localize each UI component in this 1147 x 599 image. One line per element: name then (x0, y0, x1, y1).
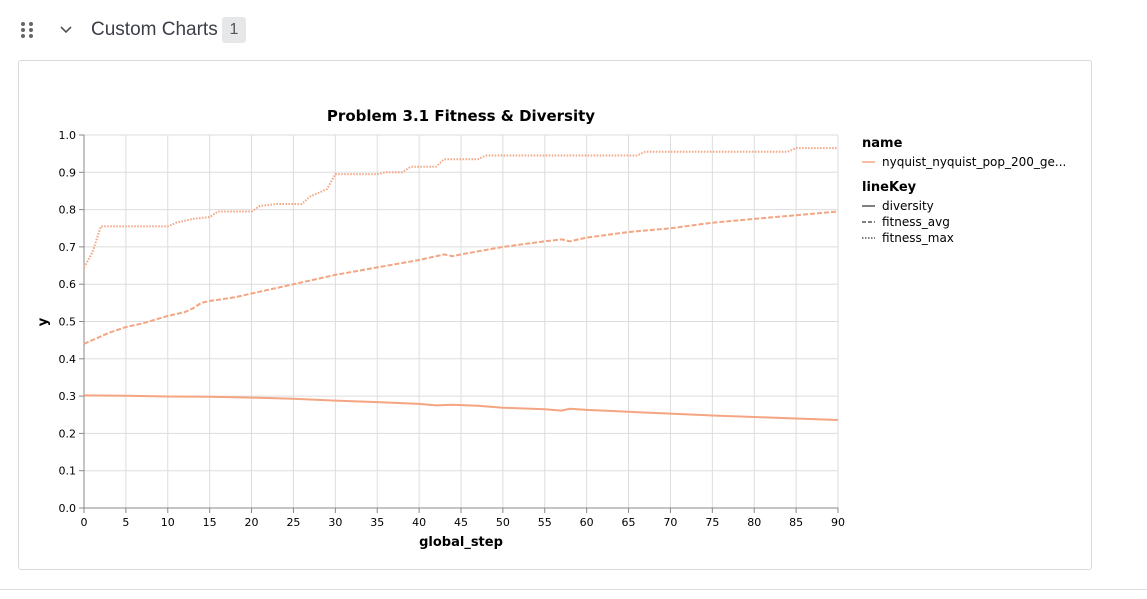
x-tick-label: 15 (203, 516, 217, 529)
y-tick-label: 0.7 (59, 241, 77, 254)
chart-svg: Problem 3.1 Fitness & Diversity 0 5 10 15 20… (36, 107, 1066, 550)
x-tick-label: 10 (161, 516, 175, 529)
series-line-fitness-max (83, 147, 838, 268)
legend-linekey-title: lineKey (862, 180, 917, 195)
y-tick-label: 0.1 (59, 465, 77, 478)
x-tick-label: 35 (370, 516, 384, 529)
section-header: Custom Charts 1 (0, 0, 1147, 60)
x-tick-label: 75 (705, 516, 719, 529)
legend-fitness-max-entry[interactable]: fitness_max (882, 231, 954, 245)
x-tick-label: 25 (286, 516, 300, 529)
series-line-fitness-avg (83, 210, 839, 345)
legend-name-title: name (862, 136, 903, 151)
x-tick-label: 20 (245, 516, 259, 529)
drag-handle-icon[interactable] (20, 21, 36, 39)
x-tick-label: 30 (328, 516, 342, 529)
x-tick-label: 70 (663, 516, 677, 529)
legend: name nyquist_nyquist_pop_200_ge... lineK… (862, 136, 1066, 245)
y-tick-label: 0.4 (59, 353, 77, 366)
chart-title: Problem 3.1 Fitness & Diversity (327, 107, 595, 125)
x-tick-label: 90 (831, 516, 845, 529)
y-tick-label: 0.0 (59, 502, 77, 515)
y-tick-label: 0.2 (59, 427, 77, 440)
y-tick-label: 0.9 (59, 166, 77, 179)
x-tick-label: 40 (412, 516, 426, 529)
chart-panel: Problem 3.1 Fitness & Diversity 0 5 10 15 20… (18, 60, 1092, 570)
axes: 0 5 10 15 20 25 30 35 40 45 50 55 60 65 70 75 80 85 90 0.0 0… (59, 129, 846, 529)
legend-name-entry[interactable]: nyquist_nyquist_pop_200_ge... (882, 155, 1066, 169)
x-tick-label: 80 (747, 516, 761, 529)
x-tick-label: 85 (789, 516, 803, 529)
x-tick-label: 50 (496, 516, 510, 529)
grid-lines (83, 134, 839, 509)
x-tick-label: 55 (538, 516, 552, 529)
legend-diversity-entry[interactable]: diversity (882, 199, 934, 213)
y-axis-label: y (36, 317, 51, 326)
x-tick-label: 60 (580, 516, 594, 529)
x-tick-label: 65 (622, 516, 636, 529)
y-tick-label: 0.3 (59, 390, 77, 403)
x-tick-label: 45 (454, 516, 468, 529)
section-divider (0, 589, 1147, 590)
y-tick-label: 0.8 (59, 204, 77, 217)
series-line-diversity (83, 394, 839, 421)
series-lines (83, 147, 839, 421)
chevron-down-icon[interactable] (58, 22, 74, 38)
section-title[interactable]: Custom Charts (91, 19, 218, 40)
y-tick-label: 1.0 (59, 129, 77, 142)
x-axis-label: global_step (419, 535, 503, 550)
count-badge: 1 (222, 17, 246, 43)
y-tick-label: 0.5 (59, 316, 77, 329)
x-tick-label: 5 (122, 516, 129, 529)
legend-fitness-avg-entry[interactable]: fitness_avg (882, 215, 950, 229)
y-tick-label: 0.6 (59, 278, 77, 291)
x-tick-label: 0 (81, 516, 88, 529)
